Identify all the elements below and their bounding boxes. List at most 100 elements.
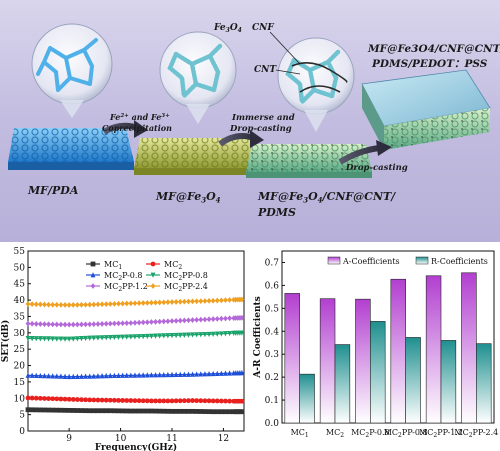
data-point [149, 372, 154, 378]
legend: A-Coefficients R-Coefficients [327, 256, 488, 266]
data-point [128, 300, 134, 307]
data-point [161, 408, 167, 414]
data-point [29, 395, 35, 401]
data-point [62, 373, 68, 379]
y-tick-label: 0 [19, 427, 25, 437]
legend-label: A-Coefficients [342, 257, 400, 266]
data-point [54, 373, 60, 379]
y-tick-label: 0.2 [265, 373, 279, 383]
data-point [157, 372, 163, 378]
data-point [58, 321, 64, 328]
data-point [58, 336, 64, 342]
data-point [124, 372, 130, 378]
data-point [103, 335, 109, 341]
data-point [186, 332, 191, 338]
data-point [157, 408, 163, 414]
data-point [223, 409, 228, 415]
data-point [153, 318, 158, 325]
data-point [177, 332, 183, 339]
legend-marker [90, 272, 96, 278]
data-point [116, 300, 121, 307]
data-point [95, 335, 101, 341]
bubble-fe3o4 [159, 31, 237, 124]
data-point [194, 316, 200, 323]
data-point [54, 407, 60, 413]
category-label: MC1 [291, 428, 309, 439]
data-point [95, 301, 101, 308]
foam-fe3o4 [134, 138, 258, 175]
data-point [210, 331, 216, 338]
data-point [165, 371, 171, 378]
data-point [157, 318, 163, 325]
data-point [136, 319, 142, 326]
x-tick-label: 11 [166, 434, 177, 444]
legend-label: MC2PP-1.2 [104, 282, 148, 293]
y-tick-label: 0.0 [265, 419, 280, 429]
data-point [25, 335, 31, 342]
data-point [124, 398, 130, 403]
y-tick-label: 5 [19, 411, 25, 421]
ar-coefficients-chart: 0.0 0.1 0.2 0.3 0.4 0.5 0.6 0.7 A-R Coefficients… [253, 250, 498, 439]
label-step1-line2: Coprecipitation [102, 123, 172, 133]
data-point [74, 336, 80, 342]
y-tick-label: 0.5 [265, 304, 280, 314]
foam-mf-pda [8, 128, 134, 170]
label-fe3o4: Fe3O4 [213, 23, 242, 34]
data-point [99, 321, 105, 327]
y-tick-label: 25 [14, 345, 26, 355]
data-point [37, 321, 43, 327]
data-point [140, 372, 146, 378]
data-point [190, 332, 195, 338]
category-label: MC2PP-2.4 [454, 428, 498, 439]
data-point [112, 334, 117, 341]
data-point [91, 373, 97, 379]
data-point [181, 317, 187, 324]
data-point [95, 397, 101, 403]
data-point [202, 298, 208, 304]
data-point [66, 321, 72, 328]
data-point [239, 409, 245, 415]
data-point [210, 409, 216, 415]
data-point [149, 408, 154, 414]
data-point [54, 301, 60, 308]
data-point [161, 299, 167, 306]
data-point [198, 371, 204, 377]
data-point [99, 335, 105, 341]
data-point [120, 320, 126, 327]
data-point [198, 398, 204, 404]
data-point [194, 371, 200, 377]
data-point [112, 408, 117, 414]
data-point [120, 398, 126, 403]
set-vs-frequency-chart: 0 5 10 15 20 25 30 35 40 45 50 55 9 10 11 12 Frequency(G… [0, 247, 245, 451]
data-point [132, 408, 138, 414]
data-point [190, 398, 195, 403]
data-point [83, 321, 88, 328]
data-point [103, 320, 109, 327]
data-point [58, 373, 64, 379]
data-point [165, 299, 171, 306]
data-point [181, 332, 187, 338]
foam-cnf-cnt-pdms [246, 144, 372, 178]
data-point [161, 398, 167, 404]
data-point [74, 408, 80, 413]
data-point [181, 371, 187, 377]
data-point [58, 396, 64, 402]
data-point [33, 372, 39, 379]
data-point [202, 331, 208, 338]
data-point [132, 372, 138, 378]
data-point [58, 301, 64, 308]
data-point [70, 302, 76, 308]
data-point [74, 301, 80, 308]
data-point [50, 336, 56, 342]
data-point [83, 397, 88, 403]
bubble-mf-pda [31, 23, 113, 118]
legend-label: MC2P-0.8 [104, 271, 143, 282]
data-point [25, 395, 31, 401]
data-point [124, 408, 130, 414]
data-point [107, 372, 113, 379]
y-tick-label: 10 [14, 394, 26, 404]
y-tick-label: 55 [14, 247, 26, 257]
data-point [153, 372, 158, 378]
arrow-step1 [102, 120, 148, 138]
data-point [194, 298, 200, 305]
